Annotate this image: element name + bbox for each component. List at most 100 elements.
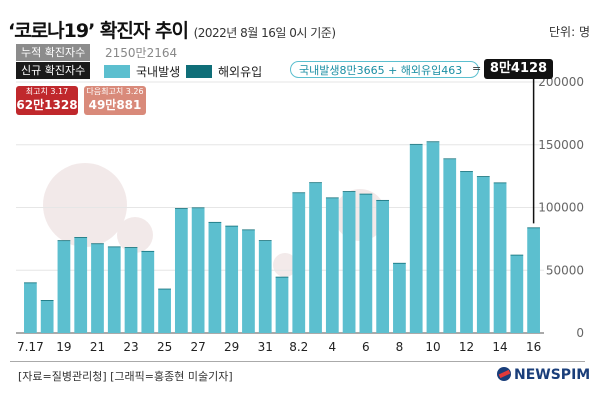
bar-domestic [476,176,490,333]
bar-imported [309,182,322,184]
bar-domestic [242,230,255,333]
newspim-logo: NEWSPIM [497,365,590,383]
x-tick-label: 16 [526,340,541,354]
bar-domestic [158,289,171,333]
bar-domestic [510,255,524,333]
bar-imported [191,207,205,209]
bar-imported [325,197,339,199]
logo-icon [497,367,511,381]
bar-imported [242,229,255,231]
x-tick-label: 31 [258,340,273,354]
peak-1-label: 최고치 3.17 [25,87,69,96]
bar-imported [342,191,356,192]
bar-imported [225,225,239,227]
y-tick-label: 150000 [538,138,584,152]
bar-domestic [460,171,473,333]
bar-imported [208,221,222,223]
legend-imported: 해외유입 [218,65,263,79]
x-tick-label: 27 [190,340,205,354]
bar-domestic [409,144,423,333]
bar-domestic [124,247,138,333]
bar-imported [493,182,507,184]
bar-imported [527,227,540,229]
bar-imported [359,193,373,195]
bar-imported [124,247,138,248]
bar-domestic [309,183,322,333]
bar-domestic [342,191,356,333]
bar-domestic [359,194,373,333]
bar-imported [393,262,406,264]
x-axis-ticks: 7.17 19 21 23 25 27 29 31 8.2 4 6 8 10 12 14 16 [17,340,541,354]
page-title: ‘코로나19’ 확진자 추이 (2022년 8월 16일 0시 기준) [8,16,336,43]
bar-imported [258,240,272,241]
x-tick-label: 21 [90,340,105,354]
x-tick-label: 8 [396,340,404,354]
bar-domestic [40,300,54,333]
bar-domestic [493,183,507,333]
bar-imported [460,171,473,172]
logo-text: NEWSPIM [514,367,591,383]
x-tick-label: 7.17 [17,340,44,354]
x-tick-label: 23 [123,340,138,354]
bar-domestic [275,277,289,333]
peak-2-label: 다음최고치 3.26 [86,87,144,96]
bar-domestic [258,240,272,333]
bar-domestic [325,198,339,333]
bar-imported [174,208,188,209]
bar-imported [476,176,490,177]
cumulative-label: 누적 확진자수 [16,44,91,61]
x-tick-label: 6 [362,340,370,354]
bar-imported [158,288,171,290]
peak-1-value: 62만1328 [16,98,78,112]
y-tick-label: 0 [576,326,584,340]
bar-imported [443,158,457,160]
x-tick-label: 14 [492,340,507,354]
bar-domestic [527,228,540,333]
bar-imported [141,250,155,252]
bars-group [24,141,540,333]
legend-swatch-imported [186,65,212,78]
bar-domestic [208,222,222,333]
bar-domestic [393,263,406,333]
bar-imported [40,300,54,301]
y-tick-label: 50000 [546,263,584,277]
x-tick-label: 12 [459,340,474,354]
new-cases-label: 신규 확진자수 [16,62,91,79]
bar-imported [74,237,88,238]
x-tick-label: 8.2 [289,340,308,354]
bar-imported [57,240,71,242]
source-credit: [자료=질병관리청] [그래픽=홍종현 미술기자] [18,370,233,383]
bar-domestic [107,247,121,333]
bar-imported [292,192,306,194]
unit-label: 단위: 명 [549,25,590,39]
bar-imported [275,276,289,278]
bar-domestic [57,240,71,333]
cumulative-value: 2150만2164 [105,46,178,60]
x-tick-label: 19 [56,340,71,354]
legend-domestic: 국내발생 [136,65,181,79]
bar-imported [426,141,440,143]
bar-imported [24,282,37,284]
bar-domestic [24,282,37,333]
bar-domestic [191,208,205,333]
bar-imported [107,246,121,248]
x-tick-label: 10 [425,340,440,354]
bar-domestic [174,208,188,333]
latest-total-badge: 8만4128 [484,59,553,79]
bar-domestic [141,251,155,333]
breakdown-equals: = [472,62,482,75]
bar-domestic [74,237,88,333]
breakdown-pill: 국내발생8만3665 + 해외유입463 [290,61,479,78]
title-text: ‘코로나19’ 확진자 추이 [8,20,189,42]
y-tick-label: 100000 [538,201,584,215]
peak-badge-1: 최고치 3.17 62만1328 [16,86,78,115]
legend-swatch-domestic [104,65,130,78]
footer-divider [10,361,585,362]
bar-imported [376,199,390,201]
bar-domestic [376,200,390,333]
bar-domestic [225,226,239,333]
bar-domestic [443,159,457,333]
bar-imported [409,143,423,145]
